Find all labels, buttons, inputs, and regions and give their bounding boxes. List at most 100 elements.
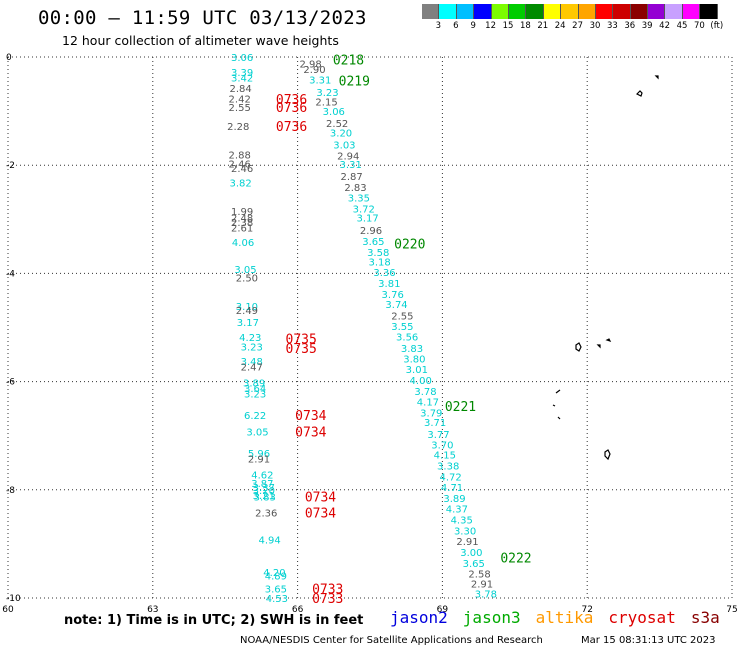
wave-height-label: 2.46 — [229, 160, 251, 171]
color-scale-label: 33 — [606, 21, 618, 31]
color-swatch — [682, 4, 701, 19]
wave-height-label: 3.05 — [234, 265, 256, 276]
wave-height-label: 2.36 — [255, 509, 277, 520]
x-tick-label: 72 — [581, 605, 592, 615]
wave-height-label: 6.22 — [244, 411, 266, 422]
color-swatch — [508, 4, 527, 19]
coastline-shape — [605, 338, 612, 343]
legend-item: cryosat — [608, 608, 676, 627]
color-scale-label: 70 — [693, 21, 705, 31]
pass-time-label: 0734 — [305, 507, 336, 522]
wave-height-label: 3.82 — [230, 179, 252, 190]
wave-height-label: 4.71 — [441, 483, 463, 494]
wave-height-label: 2.55 — [391, 312, 413, 323]
color-scale-label: 27 — [572, 21, 584, 31]
color-swatch — [595, 4, 614, 19]
color-scale-labels: 3 6 9 12 15 18 21 24 27 30 33 36 39 42 45 70 (ft) — [422, 21, 740, 33]
chart-title: 00:00 – 11:59 UTC 03/13/2023 — [38, 7, 367, 29]
coastline-shape — [604, 449, 611, 461]
wave-height-label: 2.48 — [231, 214, 253, 225]
wave-height-label: 3.17 — [237, 318, 259, 329]
wave-height-label: 2.47 — [241, 362, 263, 373]
wave-height-label: 4.00 — [410, 376, 432, 387]
pass-time-label: 0220 — [394, 238, 425, 253]
footnote: note: 1) Time is in UTC; 2) SWH is in fe… — [64, 613, 364, 628]
legend-item: altika — [535, 608, 594, 627]
wave-height-label: 3.83 — [254, 492, 276, 503]
wave-height-label: 3.35 — [348, 194, 370, 205]
wave-height-label: 3.20 — [253, 486, 275, 497]
pass-time-label: 0733 — [312, 582, 343, 597]
wave-height-label: 3.00 — [460, 548, 482, 559]
wave-height-label: 2.91 — [471, 579, 493, 590]
timestamp-text: Mar 15 08:31:13 UTC 2023 — [581, 635, 716, 646]
coastline-shape — [555, 389, 561, 394]
wave-height-label: 2.55 — [229, 103, 251, 114]
wave-height-label: 3.38 — [437, 461, 459, 472]
wave-height-label: 3.31 — [309, 76, 331, 87]
wave-height-label: 4.15 — [434, 451, 456, 462]
color-swatch — [526, 4, 544, 19]
wave-height-label: 3.20 — [330, 129, 352, 140]
wave-height-label: 3.23 — [241, 342, 263, 353]
pass-time-label: 0221 — [445, 400, 476, 415]
wave-height-label: 3.18 — [369, 257, 391, 268]
pass-time-label: 0219 — [339, 74, 370, 89]
color-swatch — [578, 4, 596, 19]
pass-time-label: 0734 — [305, 490, 336, 505]
legend-item: jason3 — [462, 608, 521, 627]
coastline-shape — [557, 416, 561, 420]
y-tick-label: -6 — [6, 378, 15, 388]
wave-height-label: 2.87 — [341, 172, 363, 183]
wave-height-label: 3.01 — [406, 365, 428, 376]
wave-height-label: 3.56 — [396, 333, 418, 344]
wave-height-label: 4.17 — [417, 398, 439, 409]
pass-time-label: 0222 — [500, 551, 531, 566]
wave-height-label: 2.52 — [326, 119, 348, 130]
wave-height-label: 2.84 — [230, 84, 252, 95]
color-swatch — [474, 4, 492, 19]
color-swatch — [630, 4, 649, 19]
pass-time-label: 0736 — [276, 93, 307, 108]
coastline-shape — [575, 342, 582, 352]
color-scale-label: 45 — [676, 21, 688, 31]
wave-height-label: 3.48 — [241, 357, 263, 368]
wave-height-label: 3.70 — [431, 440, 453, 451]
satellite-legend: jason2 jason3 altika cryosat s3a — [390, 608, 720, 627]
wave-height-label: 3.58 — [367, 248, 389, 259]
pass-time-label: 0733 — [312, 592, 343, 607]
wave-height-label: 3.80 — [403, 354, 425, 365]
color-swatch — [456, 4, 475, 19]
wave-height-label: 3.72 — [353, 204, 375, 215]
color-swatch — [561, 4, 579, 19]
credit-text: NOAA/NESDIS Center for Satellite Applica… — [240, 635, 543, 646]
wave-height-label: 3.17 — [356, 214, 378, 225]
wave-height-label: 2.28 — [227, 122, 249, 133]
y-tick-label: -4 — [6, 269, 15, 279]
wave-height-label: 2.50 — [236, 274, 258, 285]
wave-height-label: 3.79 — [420, 408, 442, 419]
y-tick-label: 0 — [6, 53, 12, 63]
wave-height-label: 3.55 — [391, 322, 413, 333]
wave-height-label: 2.96 — [360, 226, 382, 237]
wave-height-label: 4.06 — [232, 238, 254, 249]
wave-height-label: 3.83 — [401, 344, 423, 355]
x-tick-label: 63 — [147, 605, 158, 615]
wave-height-label: 3.74 — [385, 300, 407, 311]
wave-height-label: 3.03 — [333, 141, 355, 152]
color-swatch — [543, 4, 562, 19]
wave-height-label: 4.35 — [451, 516, 473, 527]
y-tick-label: -2 — [6, 161, 15, 171]
wave-height-label: 2.83 — [344, 183, 366, 194]
color-swatch — [439, 4, 457, 19]
wave-height-label: 4.89 — [265, 571, 287, 582]
wave-height-label: 3.87 — [251, 479, 273, 490]
x-tick-label: 66 — [292, 605, 304, 615]
wave-height-label: 3.42 — [231, 74, 253, 85]
wave-height-label: 3.23 — [316, 88, 338, 99]
wave-height-label: 2.38 — [231, 218, 253, 229]
wave-height-label: 3.89 — [243, 379, 265, 390]
pass-time-label: 0218 — [333, 54, 364, 69]
wave-height-label: 3.65 — [362, 237, 384, 248]
wave-height-label: 4.94 — [258, 536, 280, 547]
